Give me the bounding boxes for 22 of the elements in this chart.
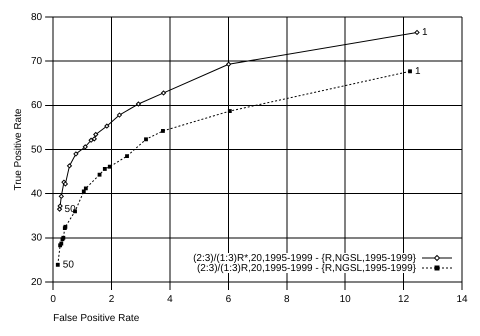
y-tick-label: 30: [31, 232, 43, 244]
x-tick-label: 4: [167, 294, 174, 305]
y-tick-label: 20: [31, 276, 43, 288]
x-axis-title: False Positive Rate: [53, 312, 140, 324]
x-tick-label: 10: [340, 294, 352, 305]
annotation: 1: [422, 27, 428, 38]
y-tick-label: 40: [31, 188, 43, 200]
y-axis-title: True Positive Rate: [12, 108, 24, 190]
x-tick-label: 6: [226, 294, 232, 305]
annotation: 1: [415, 66, 422, 78]
y-tick-label: 70: [31, 56, 43, 67]
annotation: 50: [62, 260, 74, 271]
x-tick-label: 14: [456, 294, 468, 305]
x-tick-label: 12: [398, 294, 410, 305]
x-tick-label: 8: [284, 294, 290, 305]
x-tick-label: 2: [108, 294, 115, 305]
x-tick-label: 0: [50, 294, 56, 305]
y-tick-label: 60: [31, 100, 43, 112]
legend-label: (2:3)/(1:3)R*,20,1995-1999 - {R,NGSL,1995-1999}: [193, 252, 417, 264]
legend-label: (2:3)/(1:3)R,20,1995-1999 - {R,NGSL,1995-1999}: [196, 262, 417, 274]
y-tick-label: 50: [31, 144, 43, 156]
y-tick-label: 80: [31, 12, 43, 23]
